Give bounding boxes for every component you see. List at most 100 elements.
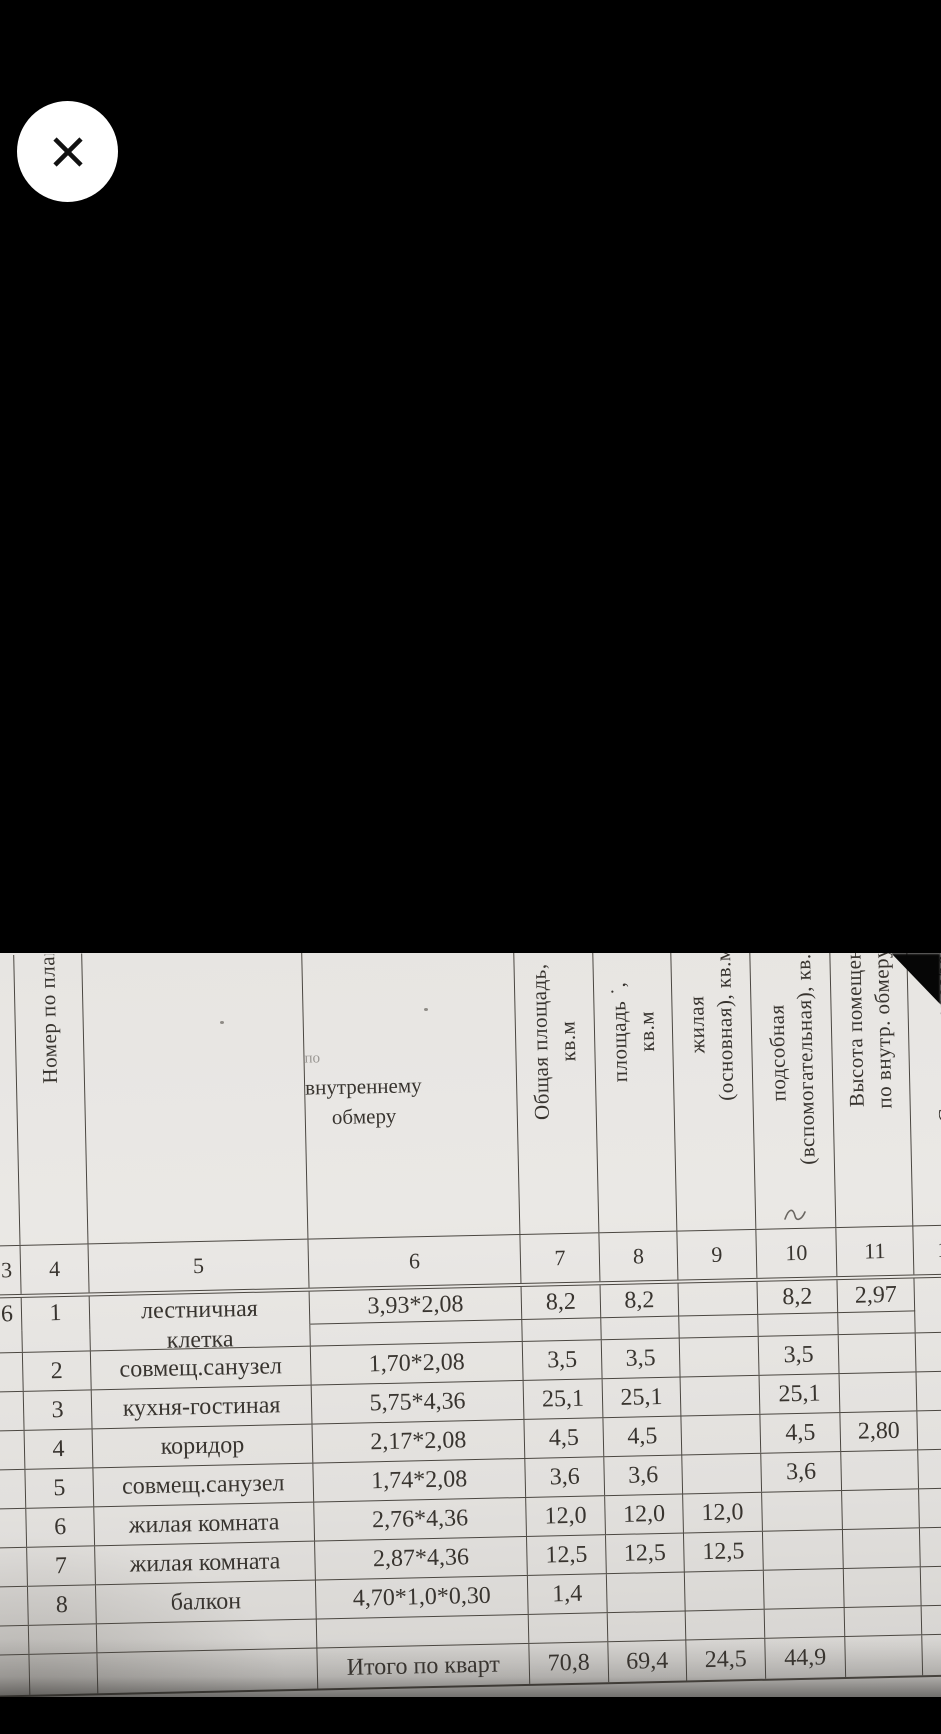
cell-room-height: 2,97 xyxy=(837,1278,916,1314)
cell-unauthorized xyxy=(915,1331,941,1372)
cell-room-height xyxy=(838,1311,916,1335)
cell-living-area xyxy=(682,1453,763,1494)
cell-total-area: 3,5 xyxy=(522,1340,603,1380)
cell-utility-area: 4,5 xyxy=(760,1413,842,1453)
cell-plan-number: 2 xyxy=(22,1351,92,1391)
col-number-12: 12 xyxy=(913,1224,941,1275)
cell-unauthorized xyxy=(918,1448,941,1489)
cell-apartment-number xyxy=(0,1508,28,1549)
cell-room-name: коридор xyxy=(92,1424,314,1468)
header-col-utility-area: подсобная (вспомогательная), кв.м xyxy=(750,953,837,1229)
handwritten-mark xyxy=(784,1209,806,1221)
header-col-living-area: жилая (основная), кв.м xyxy=(671,953,757,1231)
cell-room-height xyxy=(838,1333,917,1374)
col-number-3: 3 xyxy=(0,1245,22,1296)
cell-utility-area xyxy=(762,1491,843,1531)
cell-area: 3,6 xyxy=(604,1455,684,1496)
col-number-5: 5 xyxy=(88,1239,310,1293)
cell-area: 4,5 xyxy=(603,1416,683,1457)
cell-living-area: 12,5 xyxy=(683,1531,764,1572)
header-col-plan-number: Номер по план xyxy=(14,953,89,1245)
cell-apartment-number: 6 xyxy=(0,1297,23,1333)
cell-dimensions: 3,93*2,08 xyxy=(309,1286,523,1325)
cell-dimensions: 5,75*4,36 xyxy=(311,1380,525,1424)
cell-dimensions: 1,74*2,08 xyxy=(313,1458,527,1502)
cell-living-area xyxy=(681,1414,762,1455)
cell-living-area xyxy=(680,1375,761,1416)
cell-utility-area: 8,2 xyxy=(757,1280,839,1315)
cell-room-name: балкон xyxy=(95,1580,317,1624)
cell-room-name: лестничная xyxy=(89,1291,311,1330)
cell-utility-area: 3,6 xyxy=(761,1452,843,1492)
cell-total-area: 8,2 xyxy=(521,1285,602,1320)
cell-unauthorized xyxy=(919,1487,941,1528)
cell-room-name: совмещ.санузел xyxy=(90,1346,312,1390)
cell-utility-area xyxy=(758,1313,839,1336)
table-header-row: Номер Номер по план по внутреннему обмер… xyxy=(0,953,941,1248)
cell-room-height xyxy=(842,1489,920,1530)
cell-total-area: 12,5 xyxy=(527,1535,607,1575)
cell-plan-number: 1 xyxy=(21,1296,91,1331)
paper-speck xyxy=(220,1021,224,1024)
cell-room-name: совмещ.санузел xyxy=(93,1463,315,1507)
cell-plan-number: 8 xyxy=(27,1585,97,1625)
close-icon xyxy=(52,136,83,167)
cell-total-area xyxy=(522,1318,602,1341)
cell-living-area xyxy=(678,1281,759,1317)
header-cut-fragment: по xyxy=(304,1049,321,1067)
cell-dimensions: 2,87*4,36 xyxy=(315,1536,528,1580)
cell-plan-number: 3 xyxy=(23,1390,93,1430)
cell-utility-area: 3,5 xyxy=(758,1335,840,1375)
cell-total-area: 3,6 xyxy=(525,1457,606,1497)
col-number-9: 9 xyxy=(677,1229,758,1280)
cell-living-area xyxy=(679,1314,759,1338)
cell-apartment-number xyxy=(0,1586,29,1627)
cell-area xyxy=(606,1572,686,1613)
cell-plan-number: 7 xyxy=(27,1546,96,1586)
cell-unauthorized xyxy=(916,1370,941,1411)
cell-dimensions: 2,76*4,36 xyxy=(314,1497,527,1541)
cell-living-area xyxy=(679,1336,760,1377)
cell-area: 25,1 xyxy=(602,1377,682,1418)
cell-plan-number xyxy=(22,1329,91,1352)
cell-room-name: жилая комната xyxy=(95,1541,316,1585)
cell-apartment-number xyxy=(0,1352,24,1393)
photo-bottom-shadow xyxy=(0,1639,941,1697)
cell-apartment-number xyxy=(0,1547,28,1588)
cell-room-height xyxy=(843,1567,922,1608)
col-number-11: 11 xyxy=(836,1226,915,1277)
paper-speck xyxy=(424,1008,428,1011)
floor-area-table: Номер Номер по план по внутреннему обмер… xyxy=(0,953,941,1697)
cell-plan-number: 5 xyxy=(25,1468,95,1508)
header-col-room-height: Высота помещения по внутр. обмеру, м xyxy=(829,953,914,1228)
document-photo[interactable]: Номер Номер по план по внутреннему обмер… xyxy=(0,953,941,1697)
cell-utility-area xyxy=(763,1569,845,1609)
header-col-total-area: Общая площадь, кв.м xyxy=(514,953,600,1234)
header-col-area: площадь ˙, кв.м xyxy=(593,953,678,1233)
cell-apartment-number xyxy=(0,1330,23,1354)
cell-unauthorized xyxy=(914,1276,941,1312)
col-number-6: 6 xyxy=(308,1234,522,1288)
cell-area: 8,2 xyxy=(600,1283,680,1319)
cell-apartment-number xyxy=(0,1391,25,1432)
cell-area: 12,0 xyxy=(605,1494,684,1535)
col-number-10: 10 xyxy=(756,1228,838,1278)
cell-total-area: 4,5 xyxy=(524,1418,605,1458)
header-col-dimensions: по внутреннему обмеру xyxy=(302,953,521,1239)
cell-unauthorized xyxy=(919,1526,941,1567)
close-button[interactable] xyxy=(17,101,118,202)
cell-plan-number: 4 xyxy=(24,1429,94,1469)
cell-total-area: 25,1 xyxy=(523,1379,604,1419)
cell-area: 3,5 xyxy=(601,1338,681,1379)
cell-room-height xyxy=(842,1528,921,1569)
cell-area xyxy=(601,1316,680,1340)
cell-apartment-number xyxy=(0,1430,26,1471)
cell-living-area: 12,0 xyxy=(683,1492,763,1533)
col-number-8: 8 xyxy=(599,1231,679,1282)
cell-unauthorized xyxy=(917,1409,941,1450)
cell-utility-area: 25,1 xyxy=(759,1374,841,1414)
cell-area: 12,5 xyxy=(605,1533,685,1574)
cell-dimensions: 1,70*2,08 xyxy=(310,1341,524,1385)
cell-utility-area xyxy=(762,1530,844,1570)
cell-room-height xyxy=(841,1450,920,1491)
